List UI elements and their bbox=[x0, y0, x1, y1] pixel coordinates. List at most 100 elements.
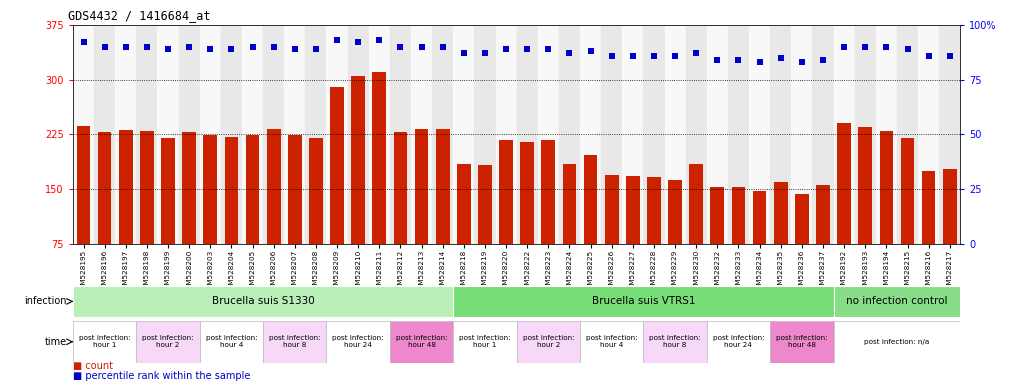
Point bbox=[561, 50, 577, 56]
Point bbox=[435, 44, 451, 50]
Text: post infection:
hour 4: post infection: hour 4 bbox=[586, 335, 637, 348]
Bar bbox=[834, 286, 960, 317]
Point bbox=[498, 46, 515, 52]
Bar bbox=[918, 25, 939, 244]
Bar bbox=[288, 135, 302, 299]
Bar bbox=[855, 25, 876, 244]
Bar bbox=[453, 321, 517, 363]
Bar bbox=[263, 25, 285, 244]
Bar bbox=[137, 321, 200, 363]
Bar bbox=[285, 25, 305, 244]
Bar bbox=[326, 25, 347, 244]
Point bbox=[139, 44, 155, 50]
Bar bbox=[478, 165, 491, 299]
Bar bbox=[626, 176, 639, 299]
Bar bbox=[605, 174, 619, 299]
Bar bbox=[665, 25, 686, 244]
Point bbox=[773, 55, 789, 61]
Bar bbox=[647, 177, 660, 299]
Bar bbox=[834, 25, 855, 244]
Point bbox=[371, 37, 387, 43]
Text: post infection:
hour 2: post infection: hour 2 bbox=[142, 335, 193, 348]
Text: post infection:
hour 8: post infection: hour 8 bbox=[649, 335, 701, 348]
Point bbox=[752, 59, 768, 65]
Bar bbox=[517, 25, 538, 244]
Bar bbox=[795, 194, 808, 299]
Bar bbox=[246, 135, 259, 299]
Point bbox=[582, 48, 599, 54]
Bar bbox=[94, 25, 115, 244]
Bar bbox=[157, 25, 178, 244]
Bar bbox=[583, 155, 598, 299]
Bar bbox=[643, 321, 707, 363]
Point bbox=[287, 46, 303, 52]
Bar bbox=[922, 171, 935, 299]
Bar bbox=[73, 286, 453, 317]
Point bbox=[244, 44, 260, 50]
Point bbox=[709, 57, 725, 63]
Text: ■ count: ■ count bbox=[73, 361, 112, 371]
Point bbox=[223, 46, 239, 52]
Bar bbox=[669, 180, 682, 299]
Bar bbox=[521, 142, 534, 299]
Bar bbox=[140, 131, 154, 299]
Bar bbox=[728, 25, 749, 244]
Bar bbox=[643, 25, 665, 244]
Bar bbox=[499, 139, 513, 299]
Text: post infection:
hour 4: post infection: hour 4 bbox=[206, 335, 257, 348]
Bar bbox=[326, 321, 390, 363]
Text: Brucella suis VTRS1: Brucella suis VTRS1 bbox=[592, 296, 695, 306]
Point bbox=[350, 40, 367, 46]
Bar bbox=[182, 132, 196, 299]
Point bbox=[203, 46, 219, 52]
Bar bbox=[178, 25, 200, 244]
Bar bbox=[263, 321, 326, 363]
Bar bbox=[98, 132, 111, 299]
Bar bbox=[879, 131, 893, 299]
Point bbox=[921, 53, 937, 59]
Bar bbox=[373, 72, 386, 299]
Text: GDS4432 / 1416684_at: GDS4432 / 1416684_at bbox=[69, 9, 211, 22]
Bar bbox=[266, 129, 281, 299]
Point bbox=[392, 44, 408, 50]
Bar bbox=[580, 321, 643, 363]
Bar bbox=[453, 286, 834, 317]
Text: post infection:
hour 2: post infection: hour 2 bbox=[523, 335, 574, 348]
Point bbox=[265, 44, 282, 50]
Point bbox=[181, 44, 198, 50]
Bar bbox=[517, 321, 580, 363]
Text: time: time bbox=[45, 337, 67, 347]
Bar bbox=[242, 25, 263, 244]
Bar bbox=[770, 25, 791, 244]
Bar bbox=[436, 129, 450, 299]
Point bbox=[604, 53, 620, 59]
Point bbox=[540, 46, 556, 52]
Point bbox=[688, 50, 704, 56]
Text: post infection:
hour 1: post infection: hour 1 bbox=[79, 335, 131, 348]
Bar bbox=[390, 321, 453, 363]
Bar bbox=[137, 25, 157, 244]
Bar bbox=[119, 130, 133, 299]
Bar bbox=[394, 132, 407, 299]
Bar bbox=[876, 25, 897, 244]
Point bbox=[477, 50, 493, 56]
Point bbox=[794, 59, 810, 65]
Bar bbox=[414, 129, 428, 299]
Text: post infection:
hour 48: post infection: hour 48 bbox=[396, 335, 448, 348]
Bar bbox=[834, 321, 960, 363]
Point bbox=[96, 44, 112, 50]
Bar bbox=[710, 187, 724, 299]
Bar bbox=[347, 25, 369, 244]
Bar bbox=[897, 25, 918, 244]
Bar bbox=[753, 190, 767, 299]
Bar bbox=[495, 25, 517, 244]
Bar bbox=[204, 135, 217, 299]
Text: no infection control: no infection control bbox=[846, 296, 948, 306]
Point bbox=[857, 44, 873, 50]
Text: post infection:
hour 24: post infection: hour 24 bbox=[332, 335, 384, 348]
Bar bbox=[816, 185, 830, 299]
Bar bbox=[538, 25, 559, 244]
Text: infection: infection bbox=[24, 296, 67, 306]
Bar bbox=[115, 25, 137, 244]
Bar bbox=[369, 25, 390, 244]
